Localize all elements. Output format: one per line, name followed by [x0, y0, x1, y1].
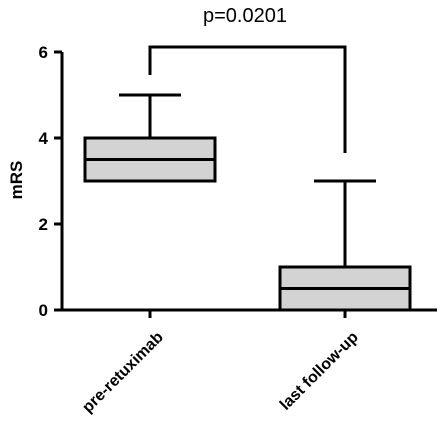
p-value-annotation: p=0.0201	[203, 5, 287, 27]
boxes	[83, 93, 412, 312]
y-tick-label-4: 4	[39, 129, 49, 148]
significance-bracket	[148, 45, 347, 153]
bracket-line	[148, 45, 347, 153]
y-tick-label-0: 0	[39, 301, 48, 320]
box-group-1	[278, 179, 412, 312]
y-tick-label-6: 6	[39, 43, 48, 62]
x-tick-label-0: pre-retuximab	[79, 329, 167, 417]
y-tick-label-2: 2	[39, 215, 48, 234]
axes: 0 2 4 6 pre-retuximab last follow-up	[39, 43, 437, 416]
x-tick-label-1: last follow-up	[277, 329, 362, 414]
y-axis-label: mRS	[7, 161, 26, 200]
box-group-0	[83, 93, 217, 183]
